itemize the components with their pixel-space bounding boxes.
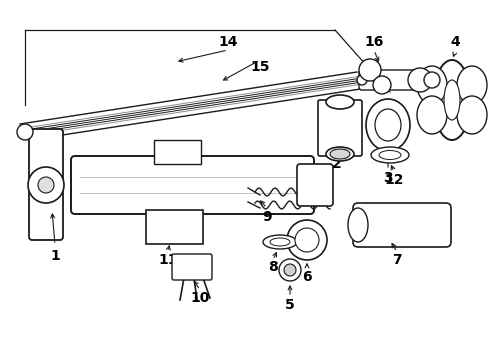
Ellipse shape [326, 95, 354, 109]
Ellipse shape [287, 220, 327, 260]
FancyBboxPatch shape [154, 140, 201, 164]
Ellipse shape [279, 259, 301, 281]
FancyBboxPatch shape [71, 156, 314, 214]
Text: 4: 4 [450, 35, 460, 49]
Ellipse shape [366, 99, 410, 151]
Ellipse shape [457, 96, 487, 134]
Ellipse shape [263, 235, 297, 249]
Ellipse shape [433, 60, 471, 140]
Text: 16: 16 [364, 35, 384, 49]
FancyBboxPatch shape [359, 70, 435, 90]
Ellipse shape [375, 109, 401, 141]
Ellipse shape [417, 66, 447, 104]
FancyBboxPatch shape [29, 129, 63, 240]
Ellipse shape [295, 228, 319, 252]
Circle shape [408, 68, 432, 92]
Text: 14: 14 [218, 35, 238, 49]
Ellipse shape [284, 264, 296, 276]
Text: 10: 10 [190, 291, 210, 305]
Ellipse shape [270, 238, 290, 246]
Text: 3: 3 [383, 171, 393, 185]
Circle shape [357, 75, 367, 85]
Circle shape [28, 167, 64, 203]
Ellipse shape [417, 96, 447, 134]
Ellipse shape [444, 80, 460, 120]
Text: 5: 5 [285, 298, 295, 312]
FancyBboxPatch shape [146, 210, 203, 244]
Circle shape [359, 59, 381, 81]
Text: 1: 1 [50, 249, 60, 263]
Circle shape [373, 76, 391, 94]
Text: 7: 7 [392, 253, 402, 267]
Text: 6: 6 [302, 270, 312, 284]
Text: 15: 15 [250, 60, 270, 74]
Text: 12: 12 [384, 173, 404, 187]
Circle shape [424, 72, 440, 88]
Ellipse shape [379, 150, 401, 159]
Ellipse shape [371, 147, 409, 163]
Circle shape [17, 124, 33, 140]
FancyBboxPatch shape [172, 254, 212, 280]
Text: 9: 9 [262, 210, 272, 224]
FancyBboxPatch shape [425, 88, 461, 112]
Text: 11: 11 [158, 253, 178, 267]
Ellipse shape [326, 147, 354, 161]
Ellipse shape [330, 149, 350, 159]
Text: 2: 2 [332, 157, 342, 171]
FancyBboxPatch shape [318, 100, 362, 156]
FancyBboxPatch shape [353, 203, 451, 247]
Circle shape [38, 177, 54, 193]
FancyBboxPatch shape [297, 164, 333, 206]
Text: 13: 13 [422, 113, 441, 127]
Ellipse shape [457, 66, 487, 104]
Text: 8: 8 [268, 260, 278, 274]
Ellipse shape [348, 208, 368, 242]
